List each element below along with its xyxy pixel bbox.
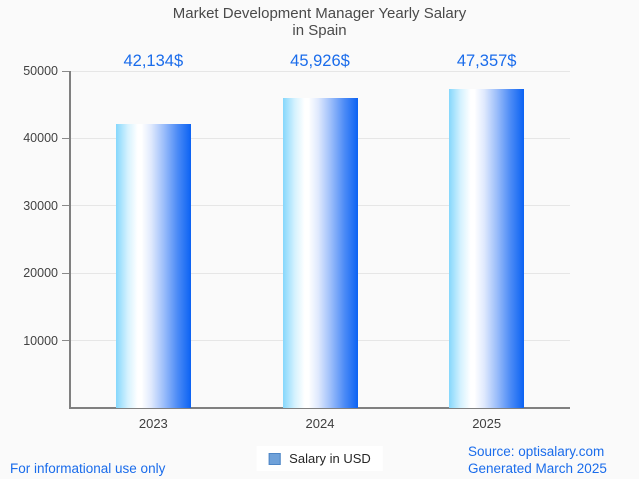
- legend-marker-icon: [268, 452, 281, 465]
- x-axis-label: 2025: [472, 416, 502, 431]
- chart-title-line2: in Spain: [292, 22, 347, 39]
- y-axis-tick: [62, 70, 70, 72]
- x-axis-line: [69, 407, 570, 409]
- bar: [449, 89, 525, 408]
- y-axis-label: 50000: [23, 64, 58, 78]
- x-axis-label: 2024: [305, 416, 335, 431]
- disclaimer-text: For informational use only: [10, 461, 166, 476]
- y-axis-label: 30000: [23, 198, 58, 213]
- y-axis-label: 40000: [23, 131, 58, 146]
- source-block: Source: optisalary.com Generated March 2…: [468, 444, 607, 477]
- bar: [115, 124, 191, 408]
- generated-text: Generated March 2025: [468, 460, 607, 476]
- x-axis-label: 2023: [138, 416, 168, 431]
- chart-title: Market Development Manager Yearly Salary…: [0, 5, 639, 39]
- gridline: [70, 70, 570, 72]
- y-axis-tick: [62, 205, 70, 207]
- y-axis-tick: [62, 340, 70, 342]
- legend: Salary in USD: [256, 446, 383, 471]
- bar-value-label: 47,357$: [456, 52, 517, 70]
- bar-value-label: 42,134$: [123, 52, 184, 70]
- source-link[interactable]: Source: optisalary.com: [468, 444, 605, 459]
- y-axis-tick: [62, 137, 70, 139]
- bar: [282, 98, 358, 408]
- chart-title-line1: Market Development Manager Yearly Salary: [172, 5, 467, 22]
- legend-label: Salary in USD: [289, 451, 371, 466]
- bar-value-label: 45,926$: [290, 52, 350, 70]
- y-axis-label: 20000: [23, 266, 58, 281]
- y-axis-tick: [62, 272, 70, 274]
- y-axis-label: 10000: [23, 333, 58, 348]
- y-axis-line: [69, 71, 71, 409]
